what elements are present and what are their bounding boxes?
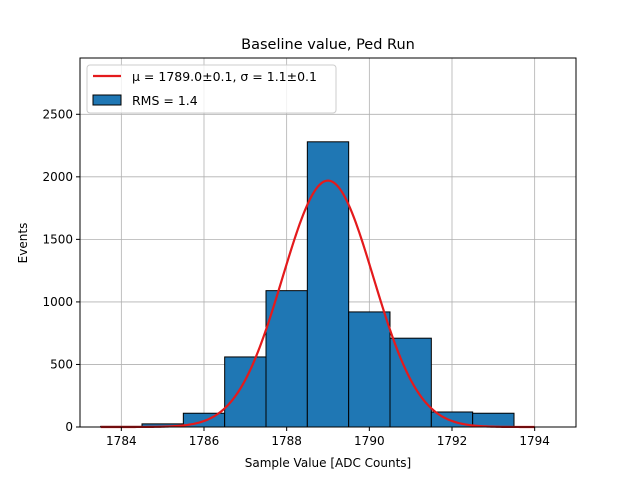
x-tick-label: 1786	[189, 434, 220, 448]
gaussian-fit-line	[100, 179, 535, 429]
fit-curve-group	[100, 179, 535, 429]
x-tick-label: 1784	[106, 434, 137, 448]
histogram-bar	[348, 311, 391, 428]
legend-histogram-label: RMS = 1.4	[132, 93, 198, 108]
histogram-bar	[265, 290, 308, 428]
plot-frame	[79, 57, 577, 428]
x-axis-label: Sample Value [ADC Counts]	[245, 456, 411, 470]
x-tick-label: 1788	[271, 434, 302, 448]
legend-box	[86, 64, 337, 114]
y-tick-label: 2000	[42, 170, 73, 184]
y-axis-ticks: 0 500 1000 1500 2000 2500	[42, 107, 80, 434]
legend-histogram-swatch	[92, 94, 122, 106]
y-tick-label: 500	[50, 357, 73, 371]
x-tick-label: 1790	[354, 434, 385, 448]
y-tick-label: 1000	[42, 295, 73, 309]
y-tick-label: 2500	[42, 107, 73, 121]
y-tick-label: 1500	[42, 232, 73, 246]
legend: μ = 1789.0±0.1, σ = 1.1±0.1 RMS = 1.4	[86, 64, 337, 114]
y-axis-label: Events	[16, 223, 30, 264]
histogram-bar	[306, 141, 350, 428]
x-tick-label: 1792	[437, 434, 468, 448]
chart-title: Baseline value, Ped Run	[241, 37, 415, 53]
histogram-bar	[389, 337, 432, 428]
legend-fit-label: μ = 1789.0±0.1, σ = 1.1±0.1	[132, 69, 317, 84]
y-tick-label: 0	[65, 420, 73, 434]
x-tick-label: 1794	[519, 434, 550, 448]
x-axis-ticks: 1784 1786 1788 1790 1792 1794	[106, 427, 550, 448]
histogram-bar	[224, 356, 267, 428]
histogram-bars	[100, 141, 515, 428]
